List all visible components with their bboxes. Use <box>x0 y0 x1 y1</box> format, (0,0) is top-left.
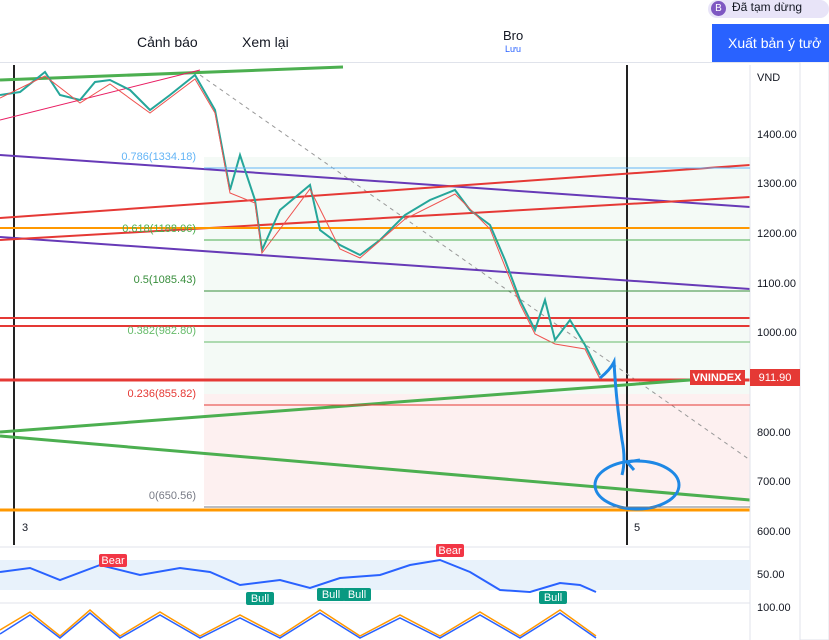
fib-label: 0.5(1085.43) <box>134 274 196 286</box>
signal-tag <box>317 588 345 601</box>
status-text: Đã tạm dừng <box>732 0 803 14</box>
last-price: 911.90 <box>759 372 792 384</box>
save-status: Lưu <box>505 44 522 54</box>
stoch-line <box>0 612 597 639</box>
price-label: 1300.00 <box>757 178 797 190</box>
publish-button[interactable]: Xuất bản ý tưở <box>712 24 829 62</box>
time-label: 5 <box>634 522 640 534</box>
symbol-label: VNINDEX <box>693 372 743 384</box>
price-label: 1100.00 <box>757 278 796 290</box>
price-label: 1200.00 <box>757 228 797 240</box>
symbol-tag <box>690 370 745 385</box>
signal-tag <box>436 544 464 557</box>
signal-label: Bear <box>101 555 125 567</box>
chart-area: VND VNINDEX 911.90 50.00 100.00 1400.00 1… <box>0 62 829 640</box>
rsi-level: 50.00 <box>757 569 785 581</box>
price-tag <box>750 369 800 386</box>
status-badge[interactable]: B Đã tạm dừng <box>708 0 829 18</box>
signal-label: Bull <box>348 589 366 601</box>
trend-line <box>0 69 201 121</box>
fib-label: 0.236(855.82) <box>128 388 197 400</box>
signal-tag <box>99 554 127 567</box>
signal-label: Bull <box>322 589 340 601</box>
signal-tag <box>539 591 567 604</box>
price-label: 1000.00 <box>757 327 797 339</box>
price-line <box>0 75 601 380</box>
trend-line <box>0 65 344 82</box>
hand-drawing <box>593 459 681 511</box>
stoch-line <box>0 609 597 637</box>
alert-button[interactable]: Cảnh báo <box>137 34 198 50</box>
stoch-level: 100.00 <box>757 602 791 614</box>
trend-line <box>0 164 751 219</box>
time-label: 3 <box>22 522 28 534</box>
signal-label: Bear <box>438 545 462 557</box>
trend-line <box>0 378 691 434</box>
fib-label: 0(650.56) <box>149 490 196 502</box>
price-label: 600.00 <box>757 526 791 538</box>
trend-line <box>0 434 751 502</box>
avatar: B <box>711 1 726 16</box>
signal-label: Bull <box>251 593 269 605</box>
top-toolbar: Cảnh báo Xem lại Bro Lưu Xuất bản ý tưở … <box>0 0 829 63</box>
fib-label: 0.786(1334.18) <box>121 151 196 163</box>
price-label: 700.00 <box>757 476 791 488</box>
signal-label: Bull <box>544 592 562 604</box>
price-line <box>0 70 601 376</box>
fib-fill <box>204 394 750 505</box>
price-label: 800.00 <box>757 427 791 439</box>
trend-line <box>0 154 751 208</box>
replay-button[interactable]: Xem lại <box>242 34 289 50</box>
price-axis <box>750 65 800 545</box>
price-label: 1400.00 <box>757 129 797 141</box>
trend-line <box>0 196 751 241</box>
currency[interactable]: VND <box>757 72 780 84</box>
layout-name[interactable]: Bro <box>503 28 524 43</box>
right-sidebar <box>799 62 829 640</box>
trend-line <box>0 236 751 290</box>
fib-label: 0.382(982.80) <box>128 325 197 337</box>
signal-tag <box>246 592 274 605</box>
fib-label: 0.618(1188.06) <box>122 223 196 235</box>
signal-tag <box>343 588 371 601</box>
